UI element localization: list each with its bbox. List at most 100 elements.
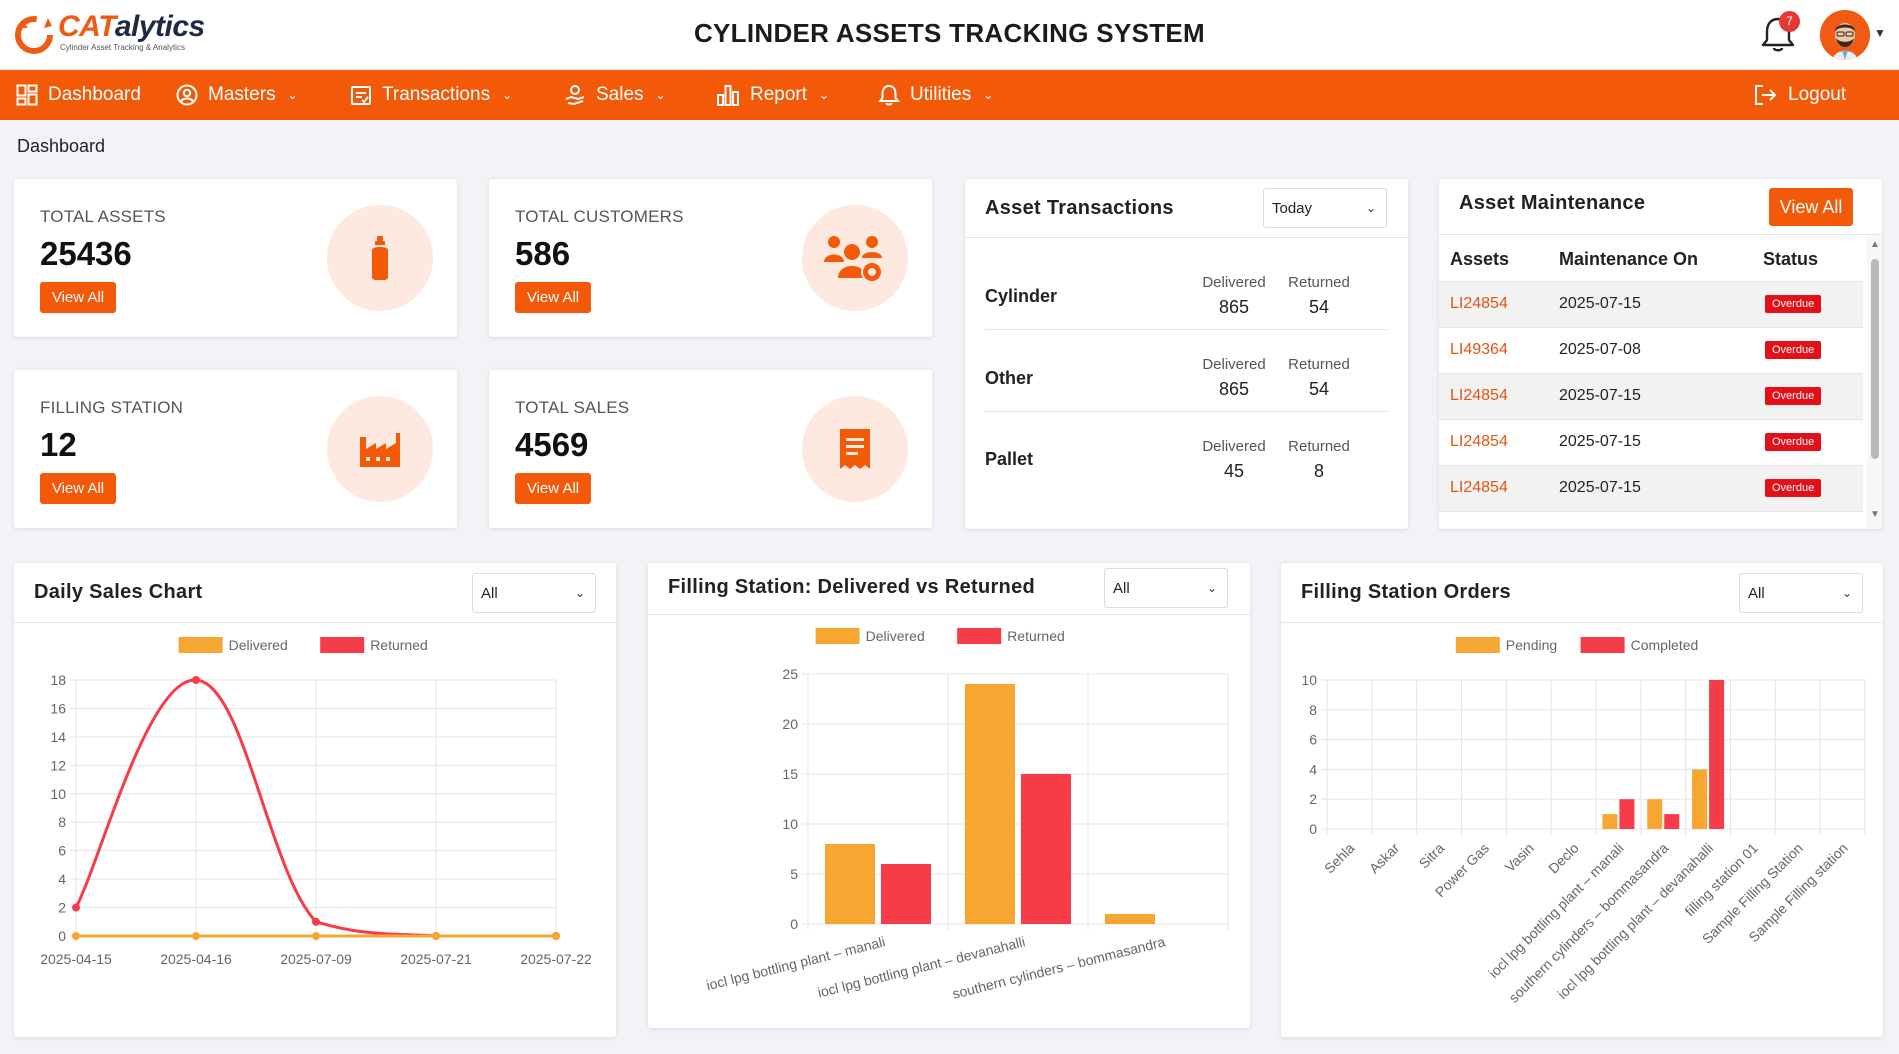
nav-transactions[interactable]: Transactions ⌄	[350, 70, 512, 120]
maintenance-view-all-button[interactable]: View All	[1769, 188, 1853, 226]
divider	[1281, 622, 1883, 623]
logo-wordmark: CATalytics	[58, 10, 205, 43]
nav-utilities[interactable]: Utilities ⌄	[878, 70, 993, 120]
asset-link[interactable]: LI24854	[1450, 295, 1508, 312]
receipt-icon	[840, 429, 870, 469]
stat-icon-circle	[327, 396, 433, 502]
orders-filter-select[interactable]: All ⌄	[1739, 573, 1863, 613]
legend-swatch	[1580, 637, 1625, 653]
filling-station-filter-select[interactable]: All ⌄	[1104, 568, 1228, 608]
legend-label: Delivered	[866, 628, 925, 644]
y-tick-label: 12	[50, 757, 66, 773]
divider	[985, 411, 1388, 412]
asset-link[interactable]: LI24854	[1450, 479, 1508, 496]
status-badge: Overdue	[1765, 387, 1822, 405]
logo-tagline: Cylinder Asset Tracking & Analytics	[60, 43, 185, 52]
status-badge: Overdue	[1765, 433, 1822, 451]
view-all-customers-button[interactable]: View All	[515, 282, 591, 313]
view-all-filling-stations-button[interactable]: View All	[40, 473, 116, 504]
maintenance-date: 2025-07-15	[1559, 387, 1641, 404]
table-row[interactable]: LI24854 2025-07-15 Overdue	[1439, 465, 1863, 511]
clipboard-icon	[351, 86, 371, 105]
chevron-down-icon: ⌄	[1365, 201, 1376, 215]
asset-link[interactable]: LI24854	[1450, 433, 1508, 450]
y-tick-label: 5	[790, 866, 798, 882]
daily-sales-chart-card: Daily Sales Chart All ⌄ Delivered Returne…	[14, 563, 616, 1037]
table-row[interactable]: LI49364 2025-07-08 Overdue	[1439, 327, 1863, 373]
tx-row-label: Pallet	[985, 449, 1034, 469]
nav-transactions-label: Transactions	[382, 84, 491, 105]
bar-completed	[1709, 680, 1725, 829]
nav-report-label: Report	[750, 84, 808, 105]
status-badge: Overdue	[1765, 341, 1822, 359]
returned-caption: Returned	[1288, 274, 1350, 291]
y-tick-label: 4	[58, 871, 66, 887]
asset-transactions-period-select[interactable]: Today ⌄	[1263, 188, 1387, 228]
scrollbar-thumb[interactable]	[1871, 259, 1879, 459]
bar-chart-icon	[717, 85, 739, 106]
nav-sales[interactable]: Sales ⌄	[564, 70, 666, 120]
users-gear-icon	[824, 236, 883, 283]
stat-label: TOTAL ASSETS	[40, 207, 166, 226]
data-point	[192, 932, 200, 940]
data-point	[312, 917, 320, 926]
nav-dashboard[interactable]: Dashboard	[16, 70, 141, 120]
stat-card-total-assets: TOTAL ASSETS 25436 View All	[14, 179, 457, 337]
scroll-up-arrow-icon[interactable]: ▲	[1870, 239, 1880, 250]
returned-caption: Returned	[1288, 356, 1350, 373]
catalytics-logo[interactable]: CATalytics Cylinder Asset Tracking & Ana…	[14, 10, 214, 60]
y-tick-label: 14	[50, 729, 66, 745]
nav-report[interactable]: Report ⌄	[716, 70, 829, 120]
logout-label: Logout	[1788, 84, 1847, 105]
main-nav: Dashboard Masters ⌄ Transactions ⌄ Sales…	[0, 70, 1899, 120]
notification-count-badge: 7	[1779, 11, 1800, 32]
nav-masters[interactable]: Masters ⌄	[176, 70, 298, 120]
y-tick-label: 0	[790, 916, 798, 932]
table-row[interactable]: LI24854 2025-07-15 Overdue	[1439, 373, 1863, 419]
maintenance-date: 2025-07-15	[1559, 433, 1641, 450]
maintenance-date: 2025-07-15	[1559, 295, 1641, 312]
x-tick-label: 2025-07-21	[400, 951, 472, 967]
asset-link[interactable]: LI49364	[1450, 341, 1508, 358]
y-tick-label: 8	[58, 814, 66, 830]
scroll-down-arrow-icon[interactable]: ▼	[1870, 509, 1880, 520]
divider	[985, 329, 1388, 330]
chevron-down-icon: ⌄	[574, 586, 585, 600]
column-header-status: Status	[1763, 249, 1819, 269]
filling-station-delivered-returned-card: Filling Station: Delivered vs Returned A…	[648, 563, 1250, 1028]
table-row[interactable]: LI24854 2025-07-15 Overdue	[1439, 419, 1863, 465]
logout-button[interactable]: Logout	[1754, 70, 1846, 120]
avatar-menu-caret-icon[interactable]: ▼	[1874, 26, 1886, 40]
select-value: All	[1748, 584, 1765, 602]
divider	[14, 622, 616, 623]
y-tick-label: 6	[1309, 732, 1317, 748]
maintenance-scrollbar[interactable]: ▲ ▼	[1867, 235, 1882, 529]
y-tick-label: 16	[50, 700, 66, 716]
view-all-sales-button[interactable]: View All	[515, 473, 591, 504]
legend-label: Delivered	[229, 637, 288, 653]
x-tick-label: Sehla	[1321, 840, 1358, 877]
stat-value: 4569	[515, 426, 589, 463]
daily-sales-filter-select[interactable]: All ⌄	[472, 573, 596, 613]
bar-delivered	[965, 684, 1015, 924]
chart-title: Filling Station Orders	[1301, 581, 1511, 603]
delivered-caption: Delivered	[1202, 274, 1266, 291]
table-row[interactable]: LI24854 2025-07-15 Overdue	[1439, 281, 1863, 327]
asset-link[interactable]: LI24854	[1450, 387, 1508, 404]
view-all-assets-button[interactable]: View All	[40, 282, 116, 313]
stat-label: TOTAL SALES	[515, 398, 630, 417]
table-row-partial[interactable]	[1439, 511, 1863, 529]
divider	[965, 237, 1408, 238]
stat-card-total-customers: TOTAL CUSTOMERS 586 View All	[489, 179, 932, 337]
y-tick-label: 20	[782, 716, 798, 732]
user-avatar[interactable]	[1820, 10, 1870, 60]
bar-completed	[1619, 799, 1635, 829]
divider	[648, 614, 1250, 615]
y-tick-label: 6	[58, 843, 66, 859]
factory-icon	[360, 433, 400, 467]
x-tick-label: 2025-07-09	[280, 951, 352, 967]
chevron-down-icon: ⌄	[287, 88, 298, 102]
column-header-maintenance-on: Maintenance On	[1559, 249, 1699, 269]
y-tick-label: 8	[1309, 702, 1317, 718]
